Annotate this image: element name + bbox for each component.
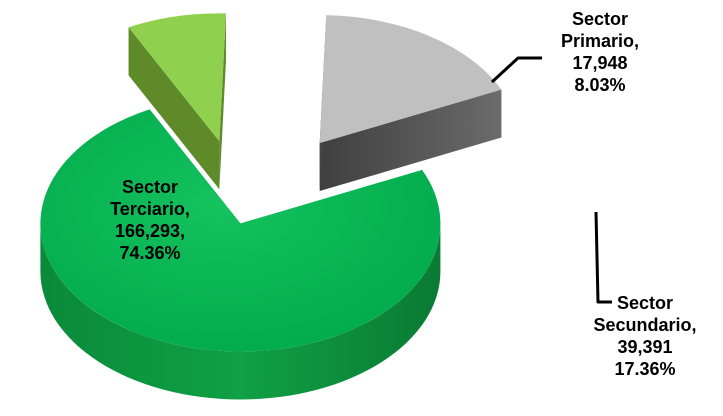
label-line: Sector (616, 293, 674, 313)
slice-cut-face (219, 13, 226, 190)
slice-cut-face (128, 27, 220, 190)
slice-top (128, 13, 226, 142)
slice-side (40, 223, 441, 400)
slice-top (319, 15, 502, 144)
leader-line-primario (490, 56, 542, 84)
slice-top (40, 109, 441, 352)
label-line: 17,948 (572, 53, 628, 73)
leader-line-secundario (594, 211, 612, 304)
label-line: Secundario, (593, 315, 697, 335)
label-line: Primario, (560, 31, 640, 51)
pie-slice-terciario (40, 109, 441, 400)
slice-label-primario: Sector Primario, 17,948 8.03% (530, 8, 670, 96)
label-line: Sector (571, 9, 629, 29)
label-line: 39,391 (617, 337, 673, 357)
pie-slice-primario (128, 13, 226, 190)
label-line: 8.03% (574, 75, 626, 95)
label-line: 17.36% (614, 359, 676, 379)
label-line: Terciario, (110, 199, 190, 219)
slice-cut-face (319, 89, 502, 192)
slice-label-terciario: Sector Terciario, 166,293, 74.36% (70, 176, 230, 264)
pie-slice-secundario (319, 15, 502, 192)
label-line: Sector (121, 177, 179, 197)
slice-label-secundario: Sector Secundario, 39,391 17.36% (570, 292, 720, 380)
label-line: 74.36% (119, 243, 181, 263)
label-line: 166,293, (114, 221, 186, 241)
